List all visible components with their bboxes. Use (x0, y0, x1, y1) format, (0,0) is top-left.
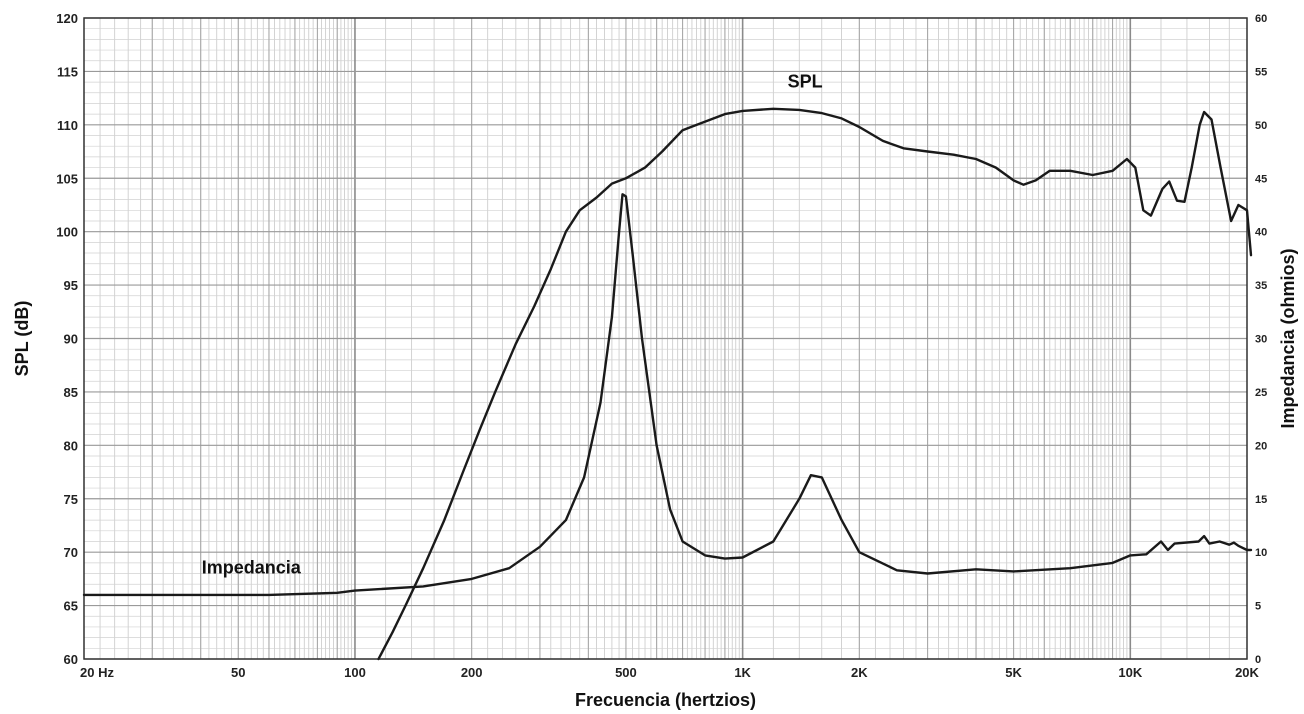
y-tick-label-right: 5 (1255, 601, 1261, 613)
x-tick-label: 50 (231, 665, 245, 680)
y-tick-label-left: 100 (56, 225, 78, 240)
x-tick-label: 20 Hz (80, 665, 114, 680)
y-tick-label-left: 120 (56, 11, 78, 26)
y-tick-label-right: 10 (1255, 547, 1267, 559)
y-tick-label-right: 55 (1255, 66, 1267, 78)
x-tick-label: 10K (1118, 665, 1142, 680)
x-tick-label: 20K (1235, 665, 1259, 680)
y-tick-label-left: 115 (57, 64, 78, 79)
series-layer (82, 107, 1253, 661)
y-tick-label-left: 90 (64, 332, 78, 347)
y-tick-label-left: 85 (64, 385, 78, 400)
series-line-impedancia (82, 193, 1253, 597)
x-tick-label: 1K (734, 665, 751, 680)
y-axis-title-left: SPL (dB) (12, 301, 32, 377)
series-label-spl: SPL (788, 71, 823, 91)
y-tick-label-left: 105 (56, 171, 78, 186)
y-tick-label-left: 80 (64, 438, 78, 453)
y-tick-label-right: 25 (1255, 387, 1267, 399)
y-tick-label-left: 60 (64, 652, 78, 667)
x-tick-label: 500 (615, 665, 637, 680)
x-tick-label: 5K (1005, 665, 1022, 680)
y-tick-label-right: 45 (1255, 173, 1267, 185)
y-tick-label-left: 95 (64, 278, 78, 293)
x-axis-title: Frecuencia (hertzios) (575, 690, 756, 710)
y-tick-label-right: 40 (1255, 227, 1267, 239)
y-tick-label-right: 60 (1255, 13, 1267, 25)
plot-frame (83, 17, 1248, 660)
y-tick-labels-left: 60 65 70 75 80 85 90 95 100 105 110 115 120 (56, 11, 78, 667)
y-tick-label-right: 50 (1255, 120, 1267, 132)
y-tick-label-right: 20 (1255, 440, 1267, 452)
y-tick-label-right: 35 (1255, 280, 1267, 292)
y-tick-label-right: 30 (1255, 334, 1267, 346)
y-tick-label-left: 110 (57, 118, 78, 133)
y-tick-labels-right: 0 5 10 15 20 25 30 35 40 45 50 55 60 (1255, 13, 1267, 666)
y-tick-label-right: 15 (1255, 494, 1267, 506)
series-line-spl (377, 107, 1253, 661)
y-tick-label-left: 75 (64, 492, 78, 507)
x-tick-label: 2K (851, 665, 868, 680)
x-tick-label: 200 (461, 665, 483, 680)
x-tick-label: 100 (344, 665, 366, 680)
y-tick-label-left: 65 (64, 599, 78, 614)
series-label-impedancia: Impedancia (202, 558, 302, 578)
y-axis-title-right: Impedancia (ohmios) (1278, 248, 1298, 428)
y-tick-label-right: 0 (1255, 654, 1261, 666)
y-tick-label-left: 70 (64, 545, 78, 560)
x-tick-labels: 20 Hz 50 100 200 500 1K 2K 5K 10K 20K (80, 665, 1260, 680)
